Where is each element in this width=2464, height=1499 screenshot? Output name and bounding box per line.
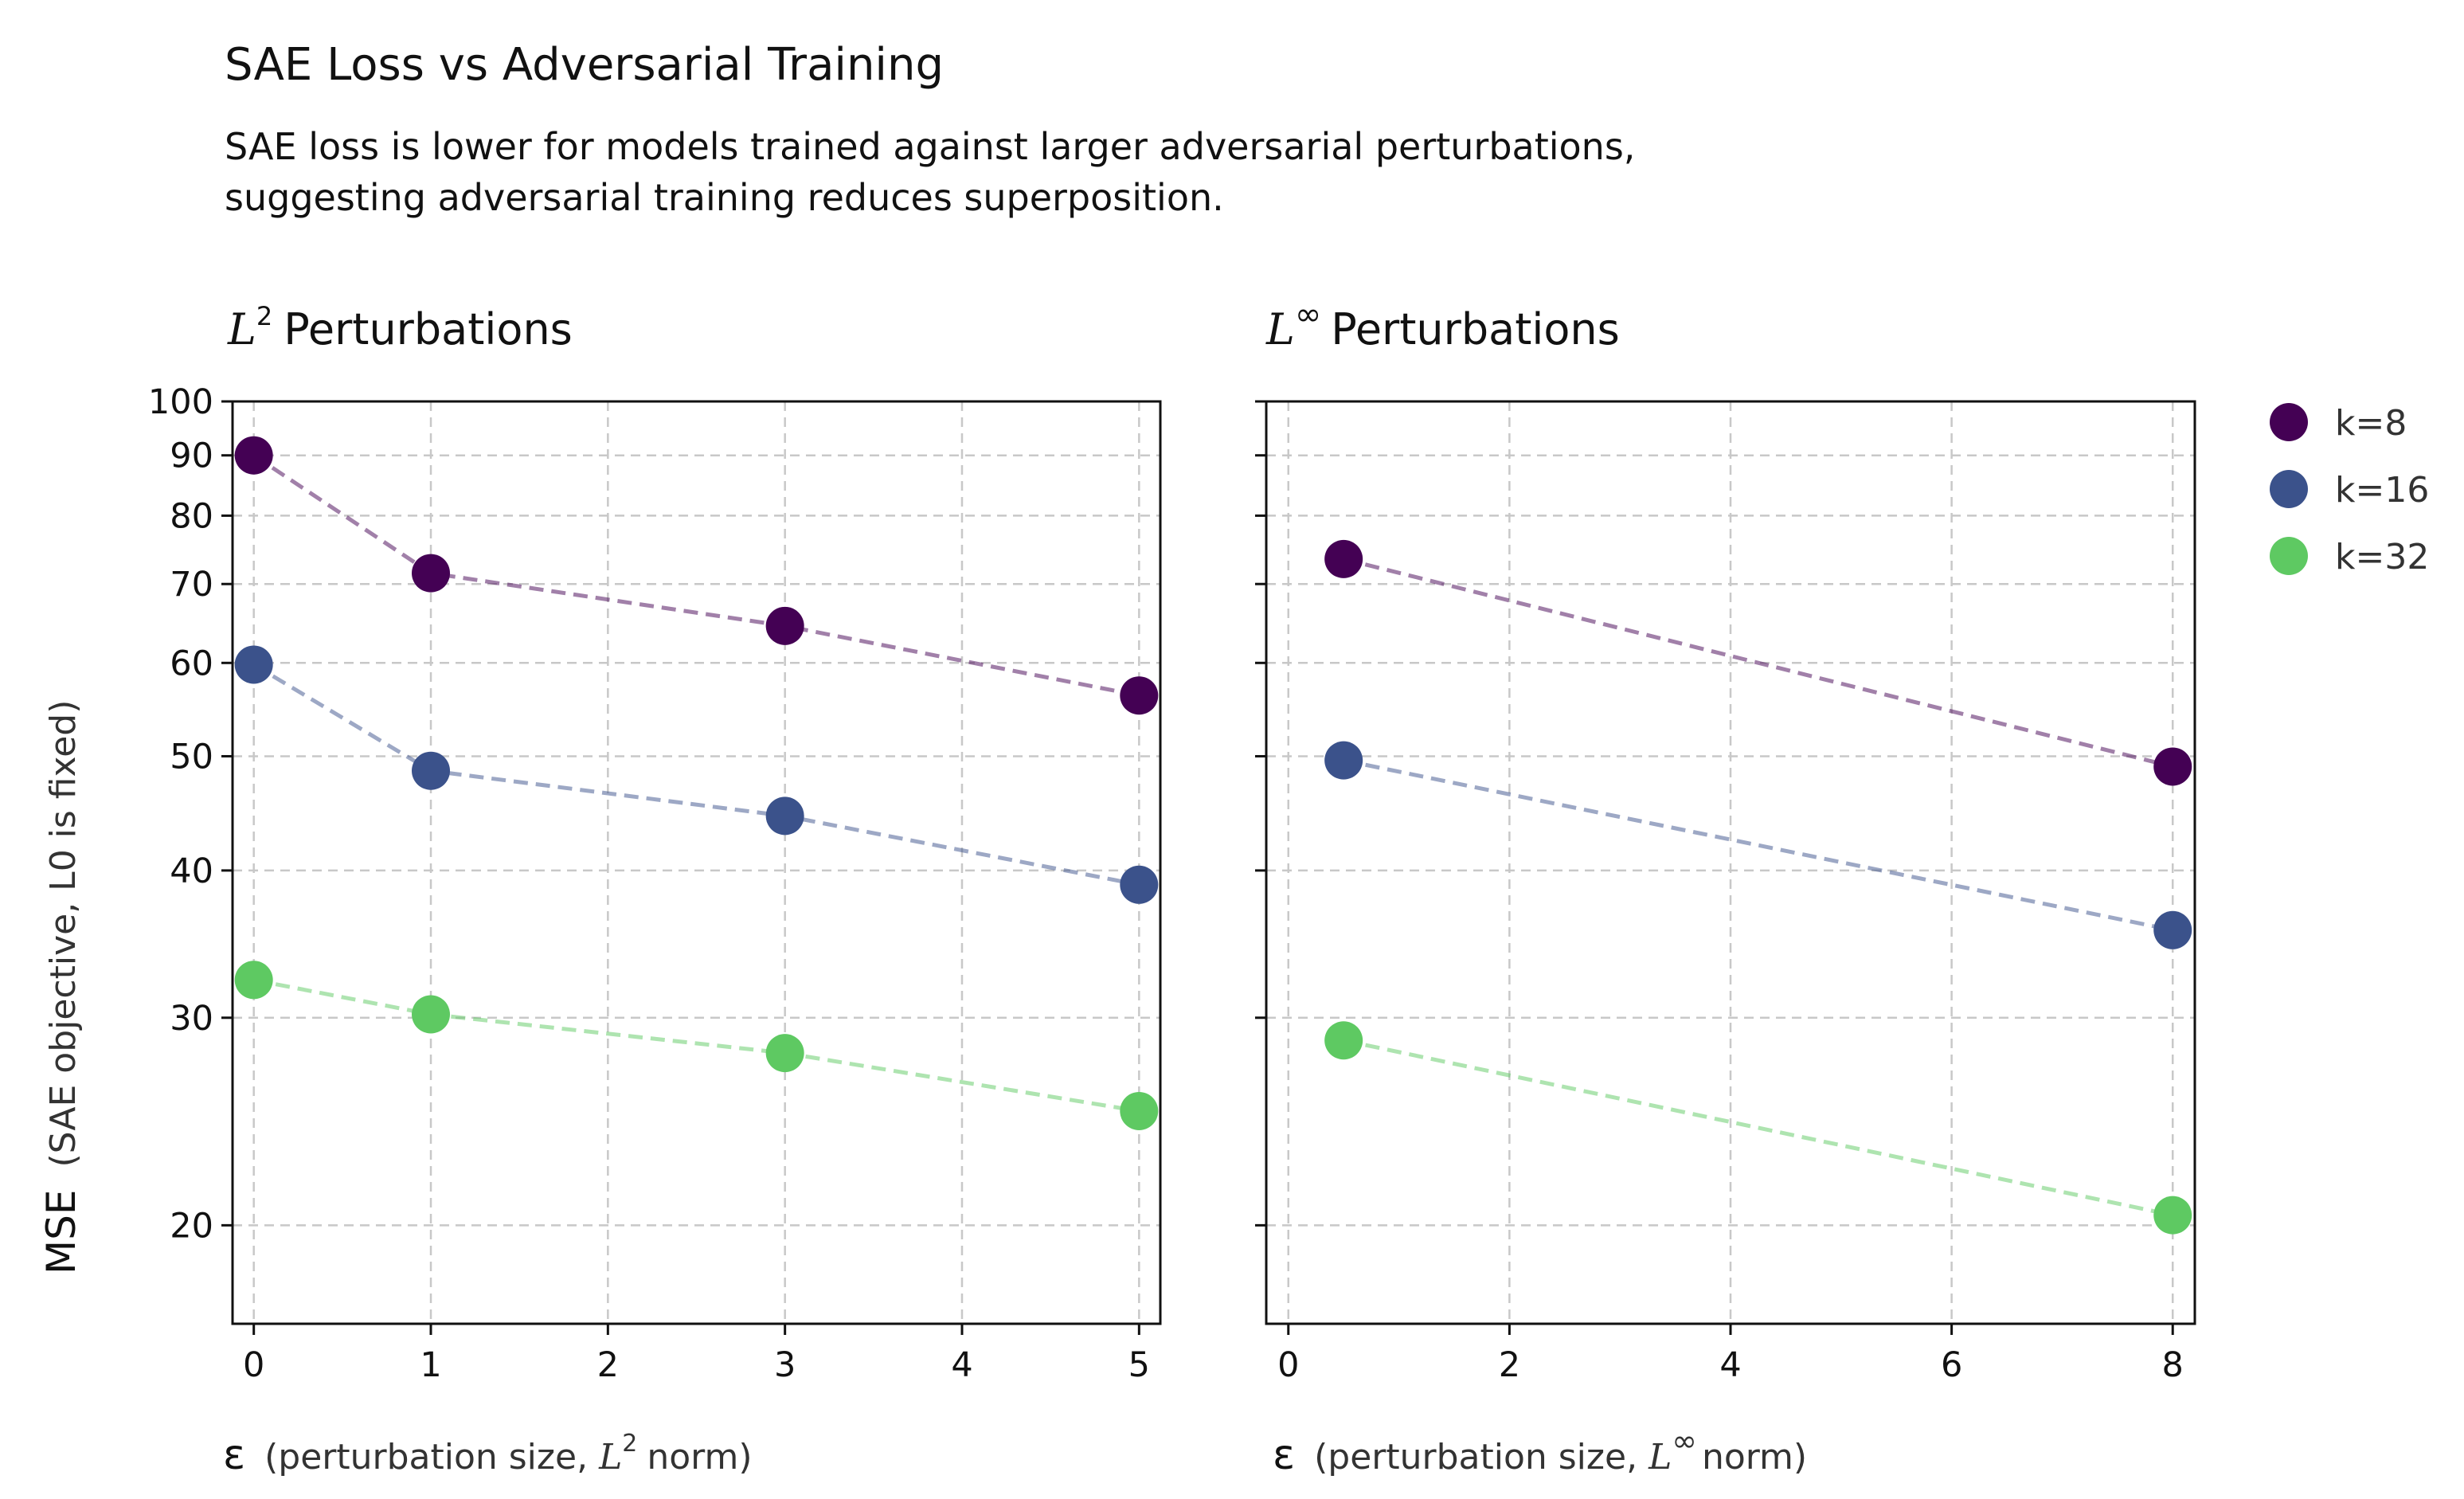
data-point-k16	[234, 645, 273, 684]
x-tick-label: 6	[1941, 1345, 1962, 1385]
data-point-k32	[765, 1034, 804, 1073]
y-tick-label: 100	[148, 382, 213, 422]
panel-title-linf-sup: ∞	[1295, 296, 1321, 333]
x-tick-label: 0	[243, 1345, 264, 1385]
y-tick-label: 70	[170, 565, 213, 605]
x-tick-label: 0	[1277, 1345, 1299, 1385]
data-point-k16	[2153, 910, 2192, 949]
legend-label-k32: k=32	[2335, 537, 2429, 577]
x-tick-label: 5	[1128, 1345, 1150, 1385]
x-axis-label-l2-math: L	[598, 1437, 622, 1477]
x-axis-label-linf-math: L	[1648, 1437, 1672, 1477]
x-tick-label: 2	[597, 1345, 619, 1385]
panel-title-l2-sup: 2	[256, 301, 272, 331]
y-tick-label: 60	[170, 644, 213, 683]
series-line-k16	[1343, 758, 2173, 933]
legend-label-k16: k=16	[2335, 470, 2429, 511]
chart-title: SAE Loss vs Adversarial Training	[225, 39, 944, 91]
x-axis-label-l2-prefix: (perturbation size,	[264, 1437, 588, 1477]
x-axis-label-linf-suffix: norm)	[1702, 1437, 1807, 1477]
data-point-k16	[412, 751, 451, 790]
plot-panel-linf: 0 2 4 6 8	[1255, 400, 2196, 1385]
y-axis-label: MSE (SAE objective, L0 is fixed)	[38, 700, 84, 1274]
panel-title-l2-math: L	[227, 304, 256, 354]
y-tick-label: 20	[170, 1206, 213, 1246]
legend-marker-k32	[2270, 537, 2308, 575]
panel-title-linf-rest: Perturbations	[1331, 304, 1620, 354]
x-axis-label-l2-suffix: norm)	[647, 1437, 752, 1477]
data-point-k16	[765, 796, 804, 836]
data-point-k32	[2153, 1196, 2192, 1235]
series-line-k8	[252, 453, 1140, 698]
legend-label-k8: k=8	[2335, 403, 2407, 444]
data-point-k8	[765, 606, 804, 645]
x-tick-label: 4	[1719, 1345, 1741, 1385]
x-tick-label: 3	[774, 1345, 796, 1385]
data-point-k32	[1120, 1091, 1159, 1130]
y-tick-label: 50	[170, 737, 213, 777]
data-point-k32	[234, 961, 273, 1000]
legend-marker-k16	[2270, 470, 2308, 508]
data-point-k8	[412, 554, 451, 593]
data-point-k8	[1120, 676, 1159, 715]
x-axis-label-l2-symbol: ε	[223, 1431, 245, 1479]
x-axis-label-l2: ε (perturbation size, L2 norm)	[223, 1430, 753, 1479]
panel-title-linf: L∞ Perturbations	[1265, 296, 1620, 354]
chart-subtitle-line-2: suggesting adversarial training reduces …	[225, 176, 1224, 219]
data-point-k8	[1324, 539, 1363, 578]
x-axis-label-linf-prefix: (perturbation size,	[1314, 1437, 1637, 1477]
chart-subtitle-line-1: SAE loss is lower for models trained aga…	[225, 125, 1635, 168]
legend-marker-k8	[2270, 403, 2308, 441]
plot-panel-l2: 0 1 2 3 4 5 20 30 40 50 60 70 80 90 100	[148, 382, 1162, 1385]
data-point-k16	[1324, 741, 1363, 780]
x-axis-label-linf: ε (perturbation size, L∞ norm)	[1273, 1423, 1807, 1479]
panel-title-l2-rest: Perturbations	[284, 304, 573, 354]
series-line-k8	[1343, 557, 2173, 769]
series-line-k32	[253, 977, 1140, 1113]
data-point-k16	[1120, 865, 1159, 904]
x-tick-label: 1	[420, 1345, 441, 1385]
y-tick-label: 40	[170, 851, 213, 891]
panel-title-l2: L2 Perturbations	[227, 301, 573, 354]
y-tick-label: 90	[170, 436, 213, 476]
data-point-k8	[2153, 747, 2192, 786]
y-axis-label-sub: (SAE objective, L0 is fixed)	[43, 700, 84, 1168]
data-point-k8	[234, 436, 273, 475]
data-point-k32	[1324, 1021, 1363, 1060]
series-line-k16	[252, 663, 1140, 887]
x-tick-label: 2	[1499, 1345, 1520, 1385]
legend: k=8 k=16 k=32	[2270, 403, 2429, 577]
y-tick-label: 30	[170, 999, 213, 1039]
series-line-k32	[1343, 1038, 2173, 1218]
panel-title-linf-math: L	[1265, 304, 1295, 354]
data-point-k32	[412, 995, 451, 1034]
axes-frame	[231, 400, 1162, 1325]
x-axis-label-linf-sup: ∞	[1672, 1423, 1697, 1458]
x-axis-label-l2-sup: 2	[622, 1430, 637, 1458]
y-axis-label-main: MSE	[38, 1190, 84, 1274]
y-tick-label: 80	[170, 496, 213, 536]
x-tick-label: 4	[951, 1345, 972, 1385]
x-tick-label: 8	[2162, 1345, 2184, 1385]
x-axis-label-linf-symbol: ε	[1273, 1431, 1295, 1479]
